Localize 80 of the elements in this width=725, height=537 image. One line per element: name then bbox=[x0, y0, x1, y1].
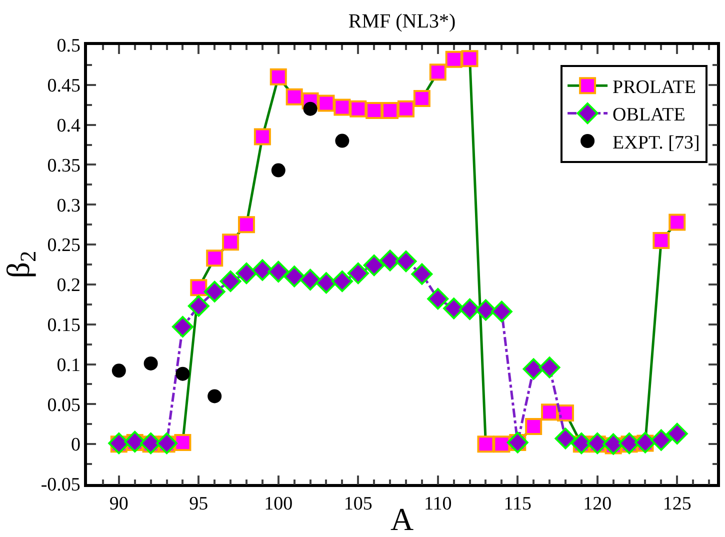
y-tick-label: 0.1 bbox=[56, 354, 80, 376]
y-tick-label: 0.35 bbox=[47, 155, 80, 176]
point bbox=[190, 279, 208, 296]
y-tick-label: 0 bbox=[70, 434, 80, 456]
y-tick-label: 0.15 bbox=[47, 315, 80, 336]
point bbox=[286, 88, 303, 106]
point bbox=[335, 134, 350, 148]
y-tick-label: 0.45 bbox=[47, 76, 80, 97]
point bbox=[461, 50, 478, 68]
y-tick-label: 0.5 bbox=[56, 36, 80, 57]
x-tick-label: 120 bbox=[583, 494, 612, 515]
point bbox=[395, 250, 417, 272]
point bbox=[666, 422, 688, 444]
x-tick-label: 90 bbox=[109, 494, 128, 515]
point bbox=[493, 436, 510, 453]
point bbox=[268, 260, 290, 282]
point bbox=[477, 436, 494, 453]
point bbox=[271, 163, 286, 178]
point bbox=[220, 270, 242, 292]
x-tick-label: 105 bbox=[344, 494, 372, 515]
point bbox=[429, 64, 446, 81]
point bbox=[300, 268, 322, 290]
point bbox=[490, 300, 512, 322]
point bbox=[382, 102, 399, 119]
point bbox=[652, 232, 670, 250]
point bbox=[556, 404, 574, 422]
point bbox=[554, 428, 576, 450]
point bbox=[445, 50, 462, 68]
point bbox=[522, 358, 544, 380]
chart-title: RMF (NL3*) bbox=[348, 10, 456, 32]
x-tick-label: 95 bbox=[189, 494, 208, 515]
point bbox=[112, 364, 126, 378]
point bbox=[411, 263, 433, 285]
point bbox=[284, 266, 306, 288]
x-tick-label: 115 bbox=[504, 494, 532, 515]
point bbox=[474, 299, 496, 321]
point bbox=[204, 280, 226, 302]
point bbox=[334, 98, 351, 116]
point bbox=[541, 404, 558, 421]
point bbox=[236, 262, 258, 284]
legend-label: OBLATE bbox=[612, 104, 686, 126]
point bbox=[270, 68, 287, 86]
x-tick-label: 100 bbox=[264, 494, 293, 515]
point bbox=[174, 434, 192, 451]
legend-label: PROLATE bbox=[612, 77, 696, 98]
point bbox=[331, 270, 353, 292]
point bbox=[413, 90, 430, 107]
point bbox=[318, 94, 335, 112]
point bbox=[208, 389, 222, 404]
point bbox=[303, 102, 318, 116]
point bbox=[397, 100, 414, 118]
y-tick-label: 0.25 bbox=[47, 235, 80, 256]
point bbox=[188, 295, 210, 317]
point bbox=[668, 214, 686, 231]
legend-label: EXPT. [73] bbox=[612, 132, 700, 154]
y-tick-label: 0.2 bbox=[56, 275, 80, 296]
point bbox=[650, 429, 672, 451]
point bbox=[176, 366, 190, 381]
point bbox=[252, 259, 274, 281]
point bbox=[315, 272, 337, 294]
point bbox=[363, 254, 385, 276]
point bbox=[538, 356, 560, 378]
point bbox=[172, 316, 194, 338]
y-tick-label: 0.05 bbox=[47, 394, 80, 416]
y-tick-label: 0.4 bbox=[56, 115, 81, 136]
point bbox=[254, 128, 271, 146]
y-tick-label: 0.3 bbox=[56, 195, 80, 216]
point bbox=[144, 356, 158, 370]
point bbox=[427, 288, 449, 310]
x-tick-label: 110 bbox=[424, 494, 452, 515]
point bbox=[350, 100, 367, 118]
point bbox=[525, 418, 542, 436]
point bbox=[206, 250, 224, 267]
point bbox=[347, 262, 369, 284]
point bbox=[222, 234, 240, 251]
x-axis-title: A bbox=[390, 501, 414, 537]
point bbox=[366, 102, 383, 119]
y-tick-label: -0.05 bbox=[40, 474, 80, 496]
point bbox=[238, 216, 255, 234]
x-tick-label: 125 bbox=[662, 494, 692, 515]
